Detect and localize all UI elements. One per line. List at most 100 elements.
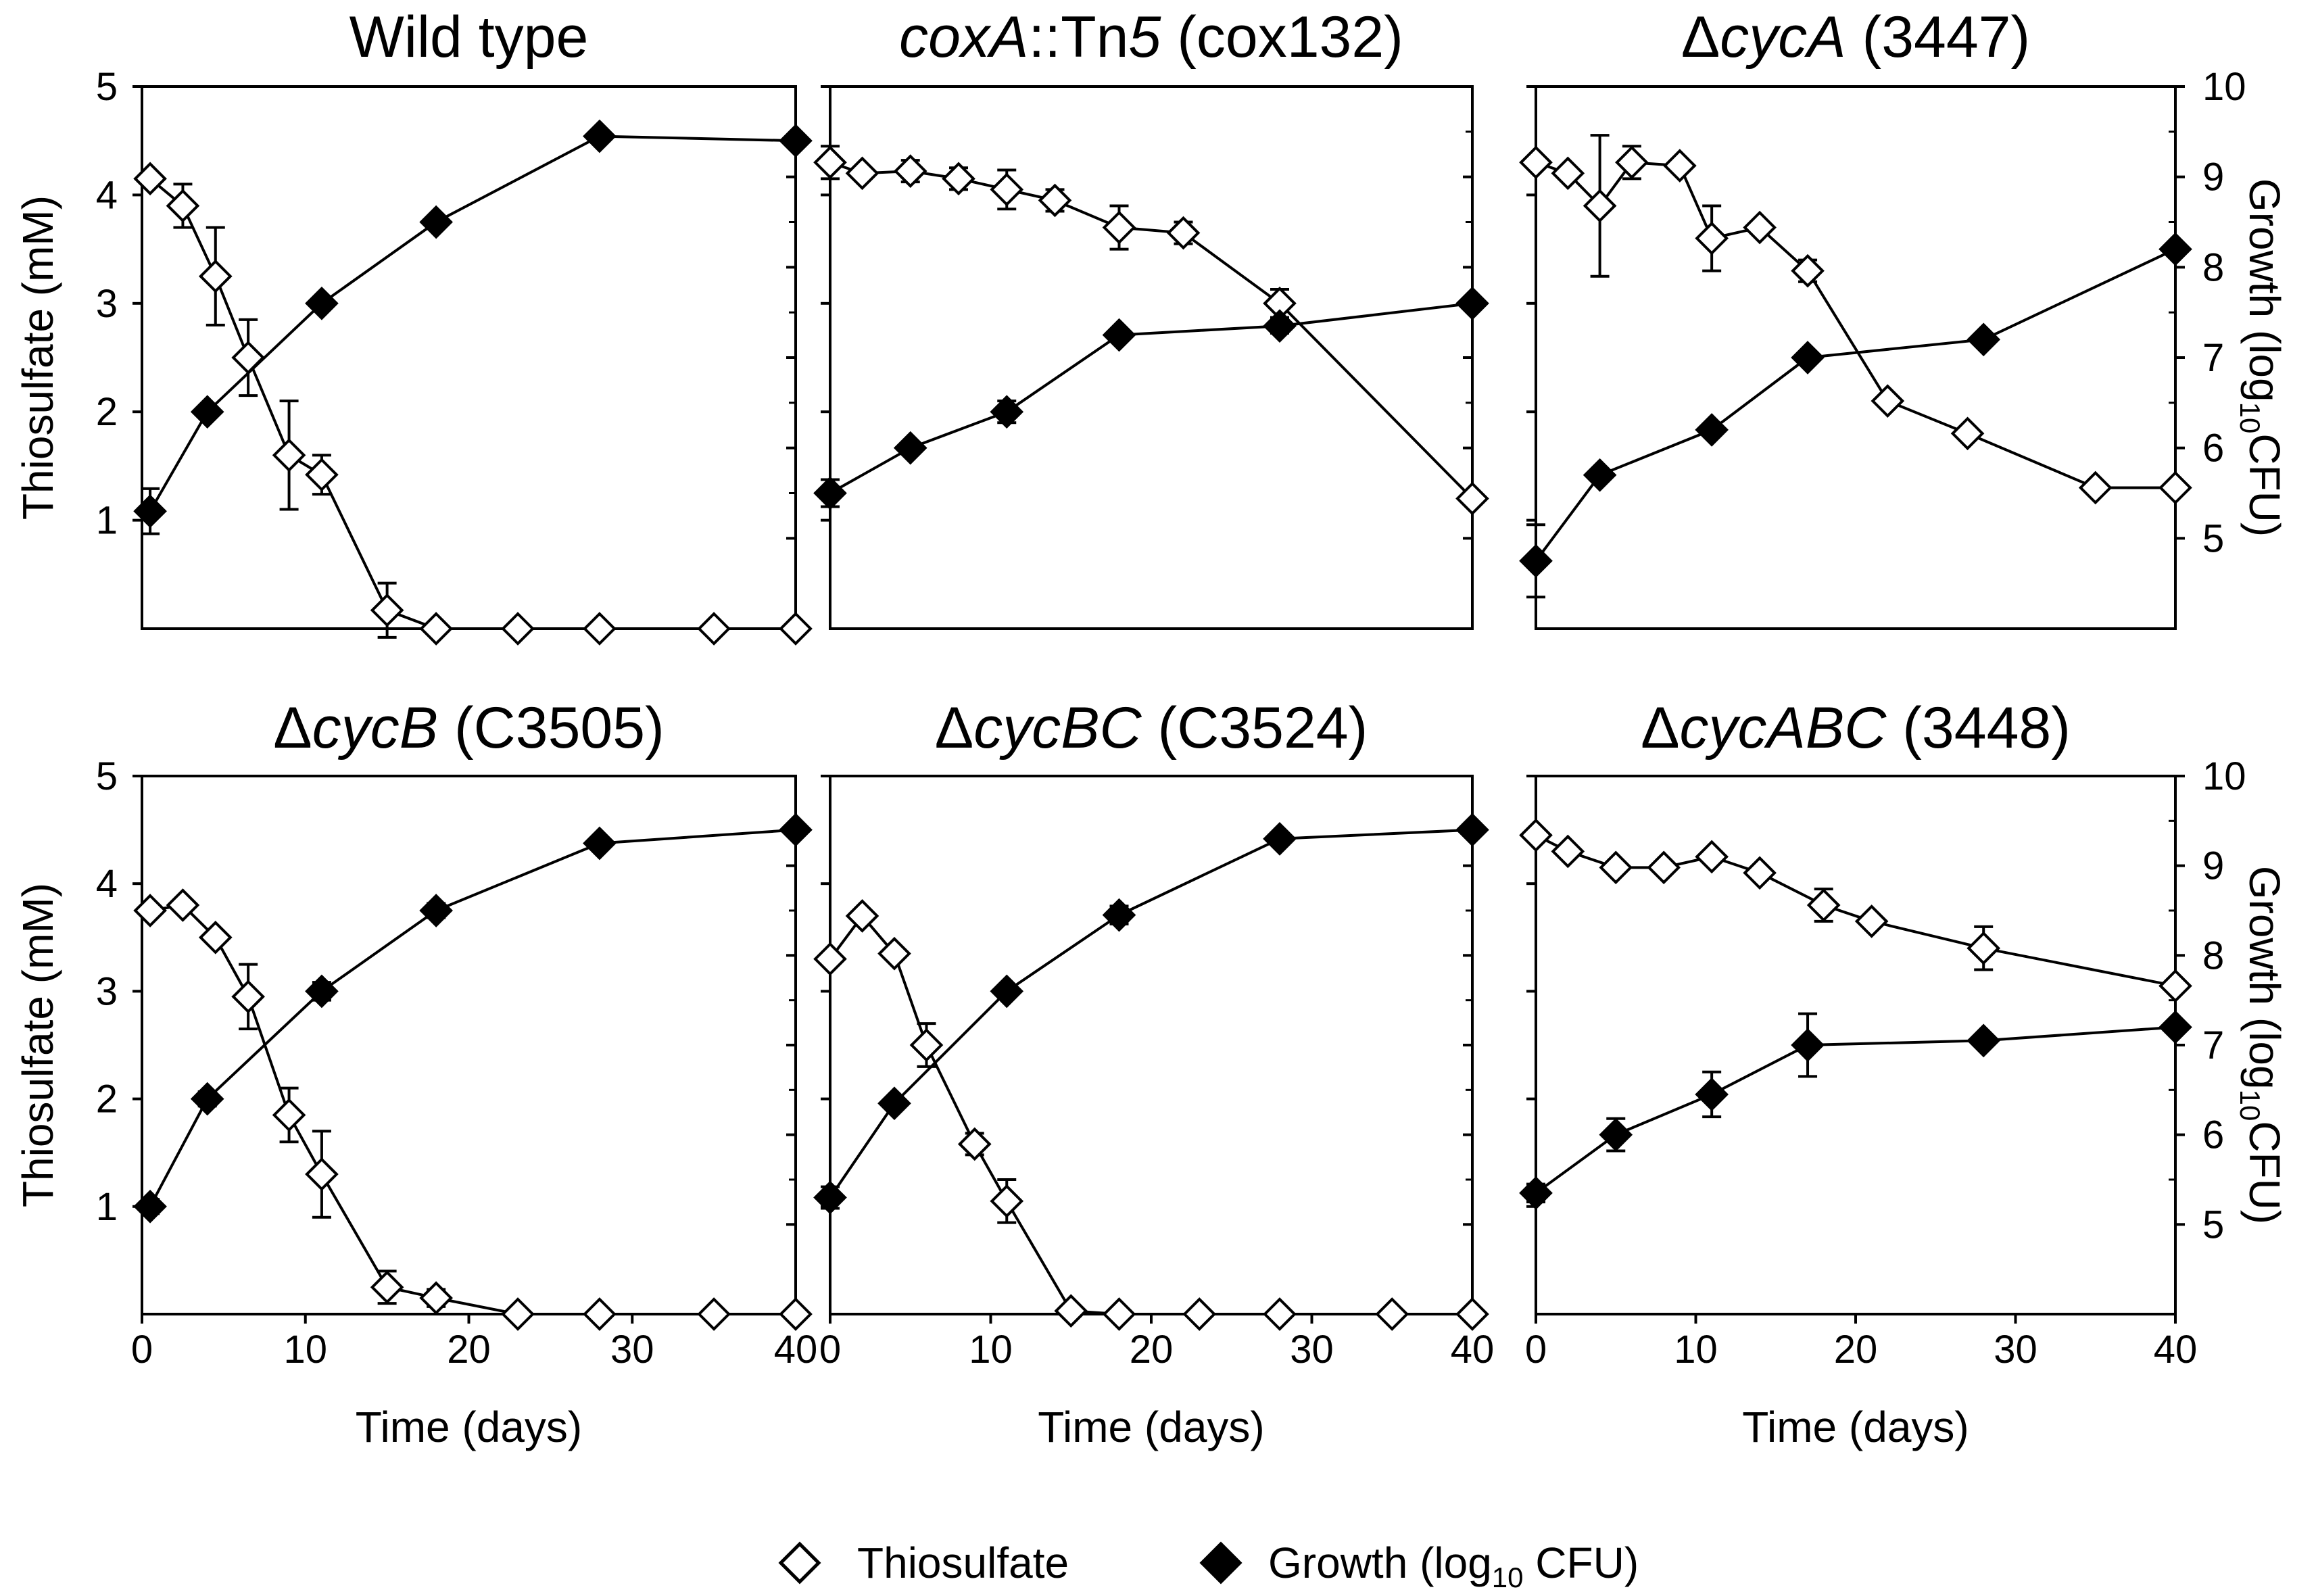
x-axis-label: Time (days) bbox=[356, 1403, 582, 1451]
thiosulfate-point bbox=[779, 1297, 813, 1331]
thiosulfate-point bbox=[845, 899, 879, 933]
title-part: cycA bbox=[1720, 5, 1845, 70]
y-axis-right-label: Growth (log10CFU) bbox=[2234, 178, 2289, 537]
left-tick-label: 2 bbox=[96, 1078, 118, 1121]
growth-point bbox=[1791, 1028, 1825, 1062]
x-tick-label: 40 bbox=[2154, 1328, 2198, 1372]
thiosulfate-point bbox=[198, 259, 233, 293]
thiosulfate-point bbox=[1663, 149, 1697, 183]
thiosulfate-point bbox=[1695, 221, 1729, 256]
x-tick-label: 0 bbox=[1525, 1328, 1547, 1372]
left-tick-label: 1 bbox=[96, 1185, 118, 1229]
thiosulfate-point bbox=[1375, 1297, 1409, 1331]
y-axis-right-label: Growth (log10CFU) bbox=[2234, 866, 2289, 1224]
growth-point bbox=[877, 1086, 911, 1121]
axis-label-part: Growth (log bbox=[2240, 178, 2289, 402]
panel-2: coxA::Tn5 (cox132) bbox=[813, 5, 1489, 630]
thiosulfate-point bbox=[1263, 1297, 1297, 1331]
right-tick-label: 10 bbox=[2202, 754, 2246, 798]
thiosulfate-point bbox=[1743, 210, 1777, 245]
growth-point bbox=[583, 119, 617, 153]
right-tick-label: 9 bbox=[2202, 844, 2224, 888]
title-part: Wild type bbox=[349, 5, 589, 70]
growth-point bbox=[893, 431, 927, 465]
growth-point bbox=[419, 894, 453, 927]
thiosulfate-point bbox=[1615, 145, 1649, 180]
panel-6: ΔcycABC (3448) 5 6 7 8 9 10 0 10 20 30 40 Time (days… bbox=[1519, 696, 2289, 1451]
thiosulfate-series bbox=[813, 899, 1489, 1331]
thiosulfate-point bbox=[231, 980, 265, 1014]
growth-point bbox=[779, 124, 813, 158]
growth-point bbox=[1967, 1023, 2001, 1058]
left-tick-label: 3 bbox=[96, 282, 118, 326]
thiosulfate-point bbox=[845, 156, 879, 191]
growth-series bbox=[813, 286, 1489, 510]
thiosulfate-point bbox=[1967, 931, 2001, 965]
right-tick-label: 7 bbox=[2202, 336, 2224, 380]
growth-point bbox=[1967, 322, 2001, 357]
growth-point bbox=[190, 395, 224, 429]
growth-point bbox=[1695, 413, 1729, 447]
growth-line bbox=[829, 301, 1473, 495]
thiosulfate-point bbox=[166, 888, 200, 922]
thiosulfate-point bbox=[583, 1297, 617, 1331]
left-tick-label: 4 bbox=[96, 173, 118, 217]
growth-point bbox=[305, 974, 339, 1009]
thiosulfate-line bbox=[149, 177, 796, 630]
thiosulfate-point bbox=[370, 1270, 404, 1305]
growth-series bbox=[813, 813, 1489, 1215]
thiosulfate-line bbox=[829, 161, 1474, 500]
thiosulfate-point bbox=[893, 154, 927, 188]
title-part: Δ bbox=[1681, 5, 1720, 70]
axis-label-part: CFU) bbox=[2240, 433, 2289, 537]
x-tick-label: 30 bbox=[1290, 1328, 1334, 1372]
growth-point bbox=[813, 476, 847, 510]
panel-title: coxA::Tn5 (cox132) bbox=[899, 5, 1403, 70]
thiosulfate-point bbox=[2158, 969, 2192, 1003]
thiosulfate-point bbox=[957, 1127, 992, 1161]
growth-series bbox=[1519, 1010, 2192, 1210]
panel-1: Wild type 1 2 3 4 5 Thiosulfate (mM) bbox=[14, 5, 813, 646]
growth-line bbox=[1535, 247, 2176, 562]
panel-5: ΔcycBC (C3524) 0 10 20 30 40 Time (days) bbox=[813, 696, 1494, 1451]
thiosulfate-point bbox=[1806, 888, 1841, 922]
growth-point bbox=[1263, 309, 1297, 343]
x-tick-label: 20 bbox=[1130, 1328, 1174, 1372]
title-part: 5 bbox=[1129, 5, 1162, 70]
left-tick-label: 1 bbox=[96, 499, 118, 543]
right-tick-label: 8 bbox=[2202, 245, 2224, 289]
thiosulfate-point bbox=[877, 936, 911, 971]
legend-thiosulfate-marker bbox=[778, 1541, 821, 1585]
thiosulfate-point bbox=[1519, 145, 1553, 180]
thiosulfate-series bbox=[133, 162, 813, 646]
growth-series bbox=[1519, 232, 2192, 599]
panel-title: Wild type bbox=[349, 5, 589, 70]
thiosulfate-point bbox=[1871, 384, 1905, 418]
growth-point bbox=[133, 494, 167, 529]
thiosulfate-point bbox=[1551, 156, 1585, 191]
y-axis-left-label: Thiosulfate (mM) bbox=[14, 195, 62, 520]
panel-title: ΔcycB (C3505) bbox=[273, 696, 664, 760]
thiosulfate-point bbox=[1551, 834, 1585, 869]
panel-4: ΔcycB (C3505) 1 2 3 4 5 0 10 20 30 40 Time (days) Th… bbox=[14, 696, 817, 1451]
left-tick-label: 5 bbox=[96, 65, 118, 109]
growth-point bbox=[190, 1082, 224, 1116]
thiosulfate-point bbox=[1647, 850, 1681, 885]
right-tick-label: 5 bbox=[2202, 516, 2224, 560]
thiosulfate-point bbox=[1854, 904, 1889, 938]
growth-point bbox=[1455, 286, 1489, 320]
thiosulfate-point bbox=[813, 942, 847, 976]
thiosulfate-series bbox=[813, 145, 1489, 516]
axis-label-part: 10 bbox=[2234, 402, 2266, 434]
left-tick-label: 2 bbox=[96, 390, 118, 434]
thiosulfate-point bbox=[583, 612, 617, 646]
right-tick-label: 5 bbox=[2202, 1203, 2224, 1247]
growth-point bbox=[583, 826, 617, 861]
thiosulfate-line bbox=[1535, 833, 2176, 988]
growth-point bbox=[1102, 898, 1136, 932]
growth-point bbox=[133, 1189, 167, 1224]
x-tick-label: 10 bbox=[969, 1328, 1013, 1372]
thiosulfate-point bbox=[1054, 1294, 1088, 1328]
title-part: Δ bbox=[935, 696, 973, 760]
thiosulfate-point bbox=[813, 145, 847, 180]
